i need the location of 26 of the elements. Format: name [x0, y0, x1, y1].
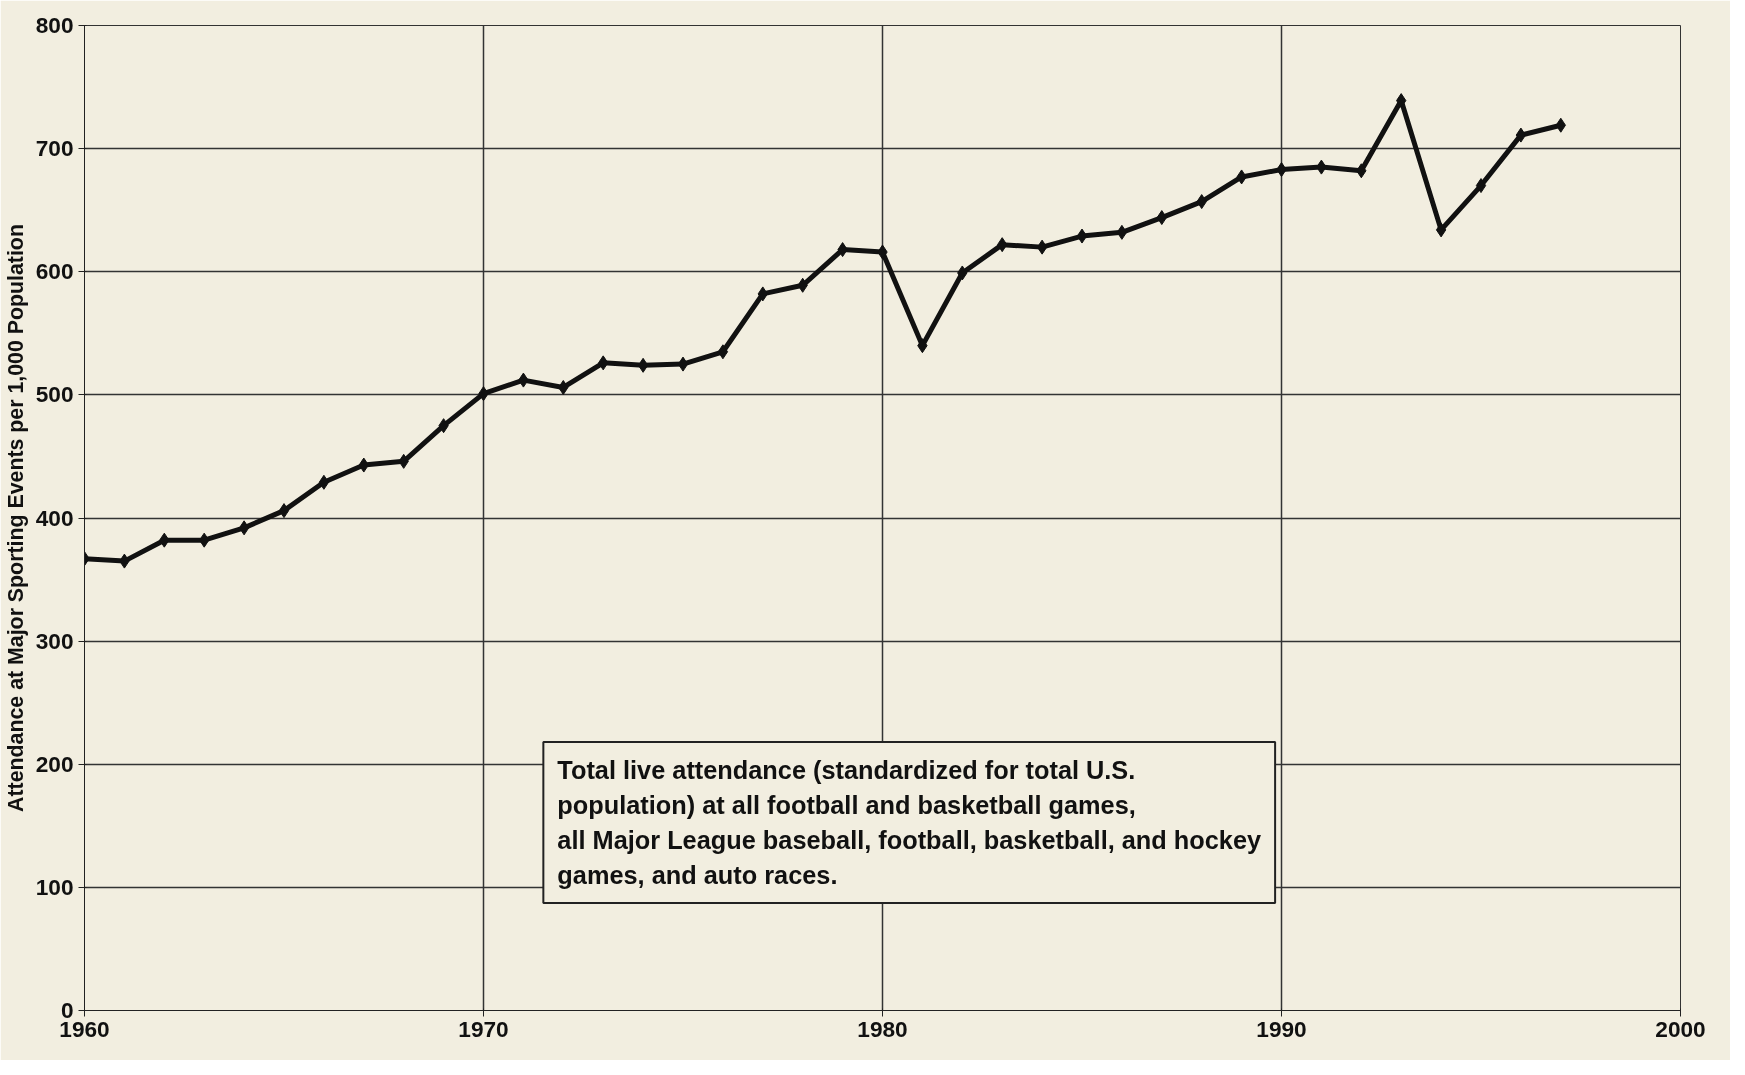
y-tick-label: 400: [35, 504, 74, 531]
point: [1475, 178, 1487, 194]
y-tick-label: 100: [35, 873, 74, 900]
point: [717, 344, 729, 360]
point: [1515, 127, 1527, 143]
point: [318, 474, 330, 490]
x-tick-label: 1990: [1256, 1015, 1307, 1042]
point: [677, 356, 689, 372]
x-tick-label: 1980: [857, 1015, 908, 1042]
y-tick-label: 500: [35, 381, 74, 408]
point: [1435, 222, 1447, 238]
y-tick-label: 300: [35, 627, 74, 654]
x-tick-label: 1970: [458, 1015, 509, 1042]
y-tick-label: 200: [35, 750, 74, 777]
point: [637, 357, 649, 373]
point: [238, 520, 250, 536]
annotation: Total live attendance (standardized for total U.S. population) at all football and basketball games, all Major League baseball, football, basketball, and hockey games, and auto races.: [557, 756, 1262, 890]
y-tick-label: 600: [35, 258, 74, 285]
y-tick-label: 800: [35, 12, 74, 38]
point: [1116, 224, 1128, 240]
x-tick-label: 2000: [1655, 1015, 1706, 1042]
point: [1036, 239, 1048, 255]
y-tick-label: 700: [35, 135, 74, 162]
point: [1076, 228, 1088, 244]
point: [278, 503, 290, 519]
y-axis-title: Attendance at Major Sporting Events per 1,000 Population: [3, 224, 28, 812]
